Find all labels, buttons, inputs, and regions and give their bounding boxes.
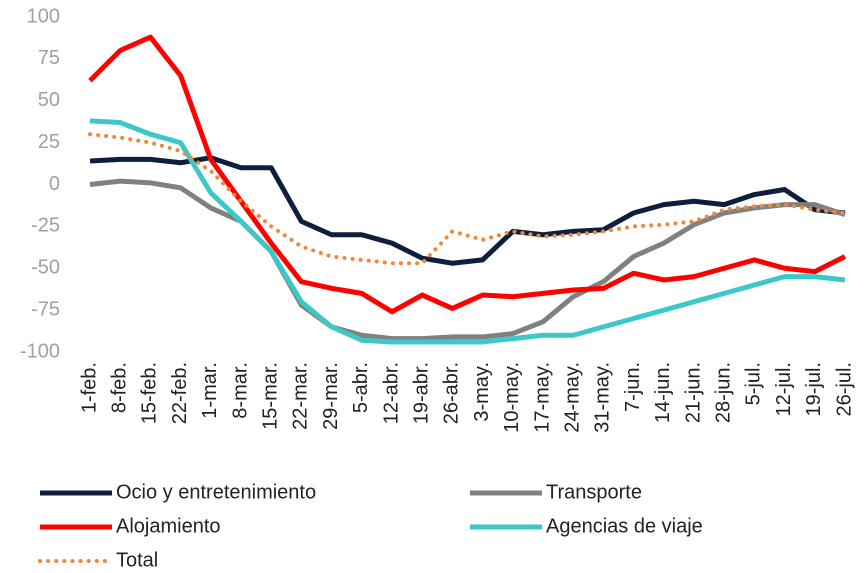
y-tick-label: 100 bbox=[27, 5, 60, 27]
x-tick-label: 22-feb. bbox=[169, 362, 191, 424]
x-tick-label: 12-abr. bbox=[380, 362, 402, 424]
series-line bbox=[88, 34, 847, 315]
y-tick-label: 0 bbox=[49, 173, 60, 195]
x-tick-label: 26-jul. bbox=[833, 362, 855, 416]
x-tick-label: 3-may. bbox=[471, 362, 493, 422]
x-tick-label: 1-mar. bbox=[199, 362, 221, 419]
x-tick-label: 10-may. bbox=[501, 362, 523, 433]
x-tick-label: 29-mar. bbox=[320, 362, 342, 430]
series-line bbox=[89, 178, 846, 342]
x-tick-label: 19-jul. bbox=[803, 362, 825, 416]
x-tick-label: 12-jul. bbox=[773, 362, 795, 416]
x-tick-label: 5-abr. bbox=[350, 362, 372, 413]
x-tick-label: 17-may. bbox=[531, 362, 553, 433]
x-tick-label: 21-jun. bbox=[682, 362, 704, 423]
x-tick-label: 19-abr. bbox=[410, 362, 432, 424]
y-tick-label: -50 bbox=[31, 257, 60, 279]
y-tick-label: 75 bbox=[38, 47, 60, 69]
x-tick-label: 26-abr. bbox=[441, 362, 463, 424]
legend-label: Transporte bbox=[546, 481, 642, 503]
series-line bbox=[88, 132, 847, 266]
y-tick-label: 50 bbox=[38, 89, 60, 111]
x-tick-label: 7-jun. bbox=[622, 362, 644, 412]
y-tick-label: 25 bbox=[38, 131, 60, 153]
y-tick-label: -100 bbox=[20, 340, 60, 362]
x-tick-label: 8-mar. bbox=[229, 362, 251, 419]
y-tick-label: -25 bbox=[31, 215, 60, 237]
series-line bbox=[89, 118, 846, 345]
x-tick-label: 1-feb. bbox=[78, 362, 100, 413]
legend-label: Agencias de viaje bbox=[546, 515, 703, 537]
series-line bbox=[89, 155, 846, 266]
legend-label: Alojamiento bbox=[116, 515, 221, 537]
x-tick-label: 28-jun. bbox=[712, 362, 734, 423]
x-tick-label: 31-may. bbox=[592, 362, 614, 433]
x-tick-label: 15-feb. bbox=[139, 362, 161, 424]
x-tick-label: 22-mar. bbox=[290, 362, 312, 430]
legend-label: Ocio y entretenimiento bbox=[116, 481, 316, 503]
x-tick-label: 8-feb. bbox=[108, 362, 130, 413]
x-tick-label: 5-jul. bbox=[743, 362, 765, 405]
x-tick-label: 15-mar. bbox=[259, 362, 281, 430]
legend-label: Total bbox=[116, 549, 158, 571]
x-tick-label: 14-jun. bbox=[652, 362, 674, 423]
y-tick-label: -75 bbox=[31, 298, 60, 320]
x-tick-label: 24-may. bbox=[561, 362, 583, 433]
